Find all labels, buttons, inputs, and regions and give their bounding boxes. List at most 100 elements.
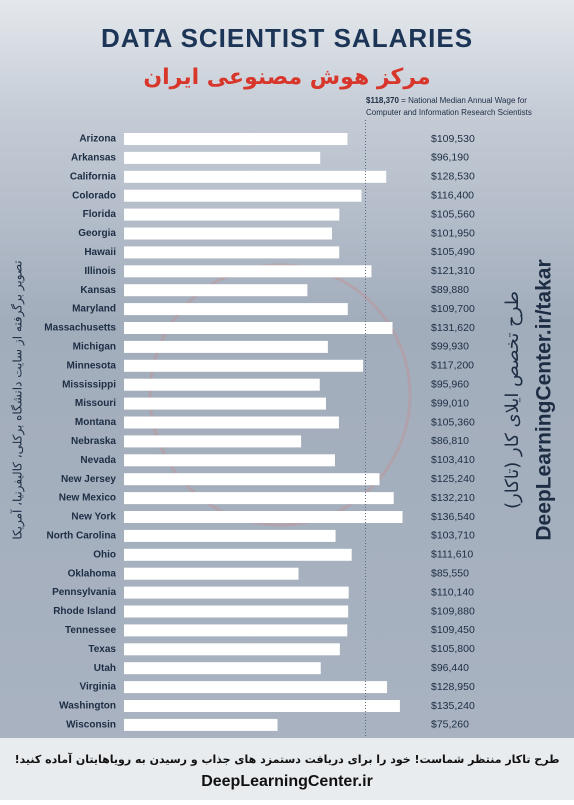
bar [124,246,340,259]
watermark [148,263,412,527]
category-label: Pennsylvania [52,587,116,598]
bar [124,548,352,561]
value-label: $117,200 [431,360,474,372]
reference-text2: Computer and Information Research Scient… [366,108,532,117]
side-url: DeepLearningCenter.ir/takar [533,259,556,540]
value-label: $105,490 [431,246,475,258]
bar [124,265,372,278]
bar [124,586,349,599]
value-label: $131,620 [431,322,475,334]
reference-text: = National Median Annual Wage for [401,96,527,105]
value-label: $89,880 [431,284,469,296]
bar [124,303,348,316]
bar [124,416,339,429]
value-label: $86,810 [431,435,469,447]
source-note: تصویر برگرفته از سایت دانشگاه برکلی، کال… [10,260,26,539]
category-label: New Jersey [61,474,116,485]
category-label: Arkansas [71,153,116,164]
bar [124,322,393,334]
category-label: Rhode Island [53,606,116,617]
category-label: Washington [59,701,116,712]
bar [124,378,320,391]
value-label: $128,950 [431,681,475,693]
subtitle: مرکز هوش مصنوعی ایران [143,65,430,90]
bar [124,662,321,675]
category-label: Texas [88,644,116,655]
category-label: Minnesota [67,360,117,371]
category-label: Oklahoma [68,568,117,579]
category-label: Hawaii [84,247,116,258]
category-label: Virginia [80,682,117,693]
reference-note: $118,370 = National Median Annual Wage f… [366,96,527,105]
bar [124,681,388,694]
value-label: $75,260 [431,719,469,731]
value-label: $103,710 [431,530,475,542]
bar [124,567,299,580]
footer-band [0,738,574,800]
value-label: $96,440 [431,662,469,674]
bar [124,454,335,467]
category-label: Maryland [72,304,116,315]
value-label: $109,880 [431,605,475,617]
bar [124,133,348,145]
value-label: $99,930 [431,341,469,353]
category-label: Arizona [79,134,116,145]
bar [124,435,302,448]
bar [124,170,387,183]
bar [124,359,364,372]
reference-label: $118,370 [366,96,399,105]
bar [124,529,336,542]
bar [124,151,321,164]
value-label: $128,530 [431,171,475,183]
value-label: $116,400 [431,189,474,201]
bar [124,624,348,637]
category-label: New Mexico [59,493,116,504]
category-label: Nevada [80,455,116,466]
value-label: $135,240 [431,700,475,712]
bar [124,718,278,731]
category-label: New York [71,512,116,523]
bar [124,492,394,505]
value-label: $105,360 [431,416,475,428]
value-label: $101,950 [431,227,475,239]
value-label: $105,560 [431,208,475,220]
bar [124,700,400,712]
value-label: $85,550 [431,567,469,579]
bar [124,605,349,618]
category-label: Massachusetts [44,323,116,334]
category-label: Kansas [80,285,116,296]
value-label: $109,530 [431,133,475,145]
category-label: Georgia [78,228,116,239]
bar [124,473,380,486]
category-label: Montana [75,417,117,428]
value-label: $132,210 [431,492,475,504]
category-label: Tennessee [65,625,116,636]
value-label: $111,610 [431,549,473,561]
category-label: Illinois [84,266,116,277]
bar [124,340,328,353]
value-label: $95,960 [431,378,469,390]
bar [124,397,326,410]
category-label: Florida [83,209,117,220]
value-label: $109,450 [431,624,475,636]
category-label: Colorado [72,190,116,201]
value-label: $110,140 [431,586,474,598]
category-label: California [70,171,117,182]
title: DATA SCIENTIST SALARIES [101,23,473,53]
category-label: Wisconsin [66,720,116,731]
value-label: $109,700 [431,303,475,315]
value-label: $105,800 [431,643,475,655]
bar [124,511,403,523]
category-label: Michigan [73,342,116,353]
category-label: Missouri [75,398,116,409]
category-label: Ohio [93,549,116,560]
value-label: $103,410 [431,454,475,466]
value-label: $121,310 [431,265,475,277]
bar [124,227,332,240]
category-label: North Carolina [47,531,117,542]
value-label: $136,540 [431,511,475,523]
category-label: Mississippi [62,379,116,390]
bar [124,643,340,656]
side-title: طرح تخصص ایلای کار (تاکار) [502,291,523,509]
